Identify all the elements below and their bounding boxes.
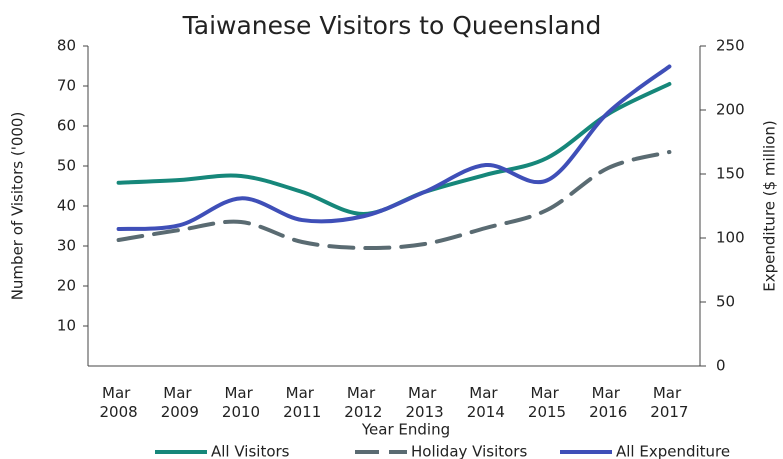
legend-label: All Visitors (211, 443, 290, 459)
x-tick-label: Mar 2008 (100, 384, 138, 421)
y-tick-label: 80 (57, 37, 76, 55)
x-tick-label: Mar 2009 (161, 384, 199, 421)
y-tick-label: 30 (57, 237, 76, 255)
series-line (116, 150, 672, 251)
x-tick-label: Mar 2013 (406, 384, 444, 421)
x-tick-label: Mar 2015 (528, 384, 566, 421)
y-tick-label: 70 (57, 77, 76, 95)
legend-label: All Expenditure (616, 443, 730, 459)
y2-axis-label: Expenditure ($ million) (761, 120, 779, 292)
x-tick-label: Mar 2010 (222, 384, 260, 421)
y-tick-label: 50 (57, 157, 76, 175)
x-axis-label: Year Ending (361, 421, 450, 439)
y-tick-label: 40 (57, 197, 76, 215)
y2-tick-label: 100 (716, 229, 745, 247)
x-tick-label: Mar 2012 (344, 384, 382, 421)
y2-tick-label: 0 (716, 357, 726, 375)
x-tick-label: Mar 2016 (589, 384, 627, 421)
y-tick-label: 60 (57, 117, 76, 135)
y2-tick-label: 150 (716, 165, 745, 183)
y2-tick-label: 50 (716, 293, 735, 311)
chart-title: Taiwanese Visitors to Queensland (182, 11, 602, 40)
series-line (116, 64, 672, 232)
x-tick-label: Mar 2014 (467, 384, 505, 421)
y-axis-label: Number of Visitors ('000) (9, 112, 27, 301)
legend-label: Holiday Visitors (411, 443, 527, 459)
x-tick-label: Mar 2011 (283, 384, 321, 421)
y-tick-label: 10 (57, 317, 76, 335)
series-line (116, 82, 672, 217)
x-tick-label: Mar 2017 (650, 384, 688, 421)
y-tick-label: 20 (57, 277, 76, 295)
y2-tick-label: 200 (716, 101, 745, 119)
y2-tick-label: 250 (716, 37, 745, 55)
